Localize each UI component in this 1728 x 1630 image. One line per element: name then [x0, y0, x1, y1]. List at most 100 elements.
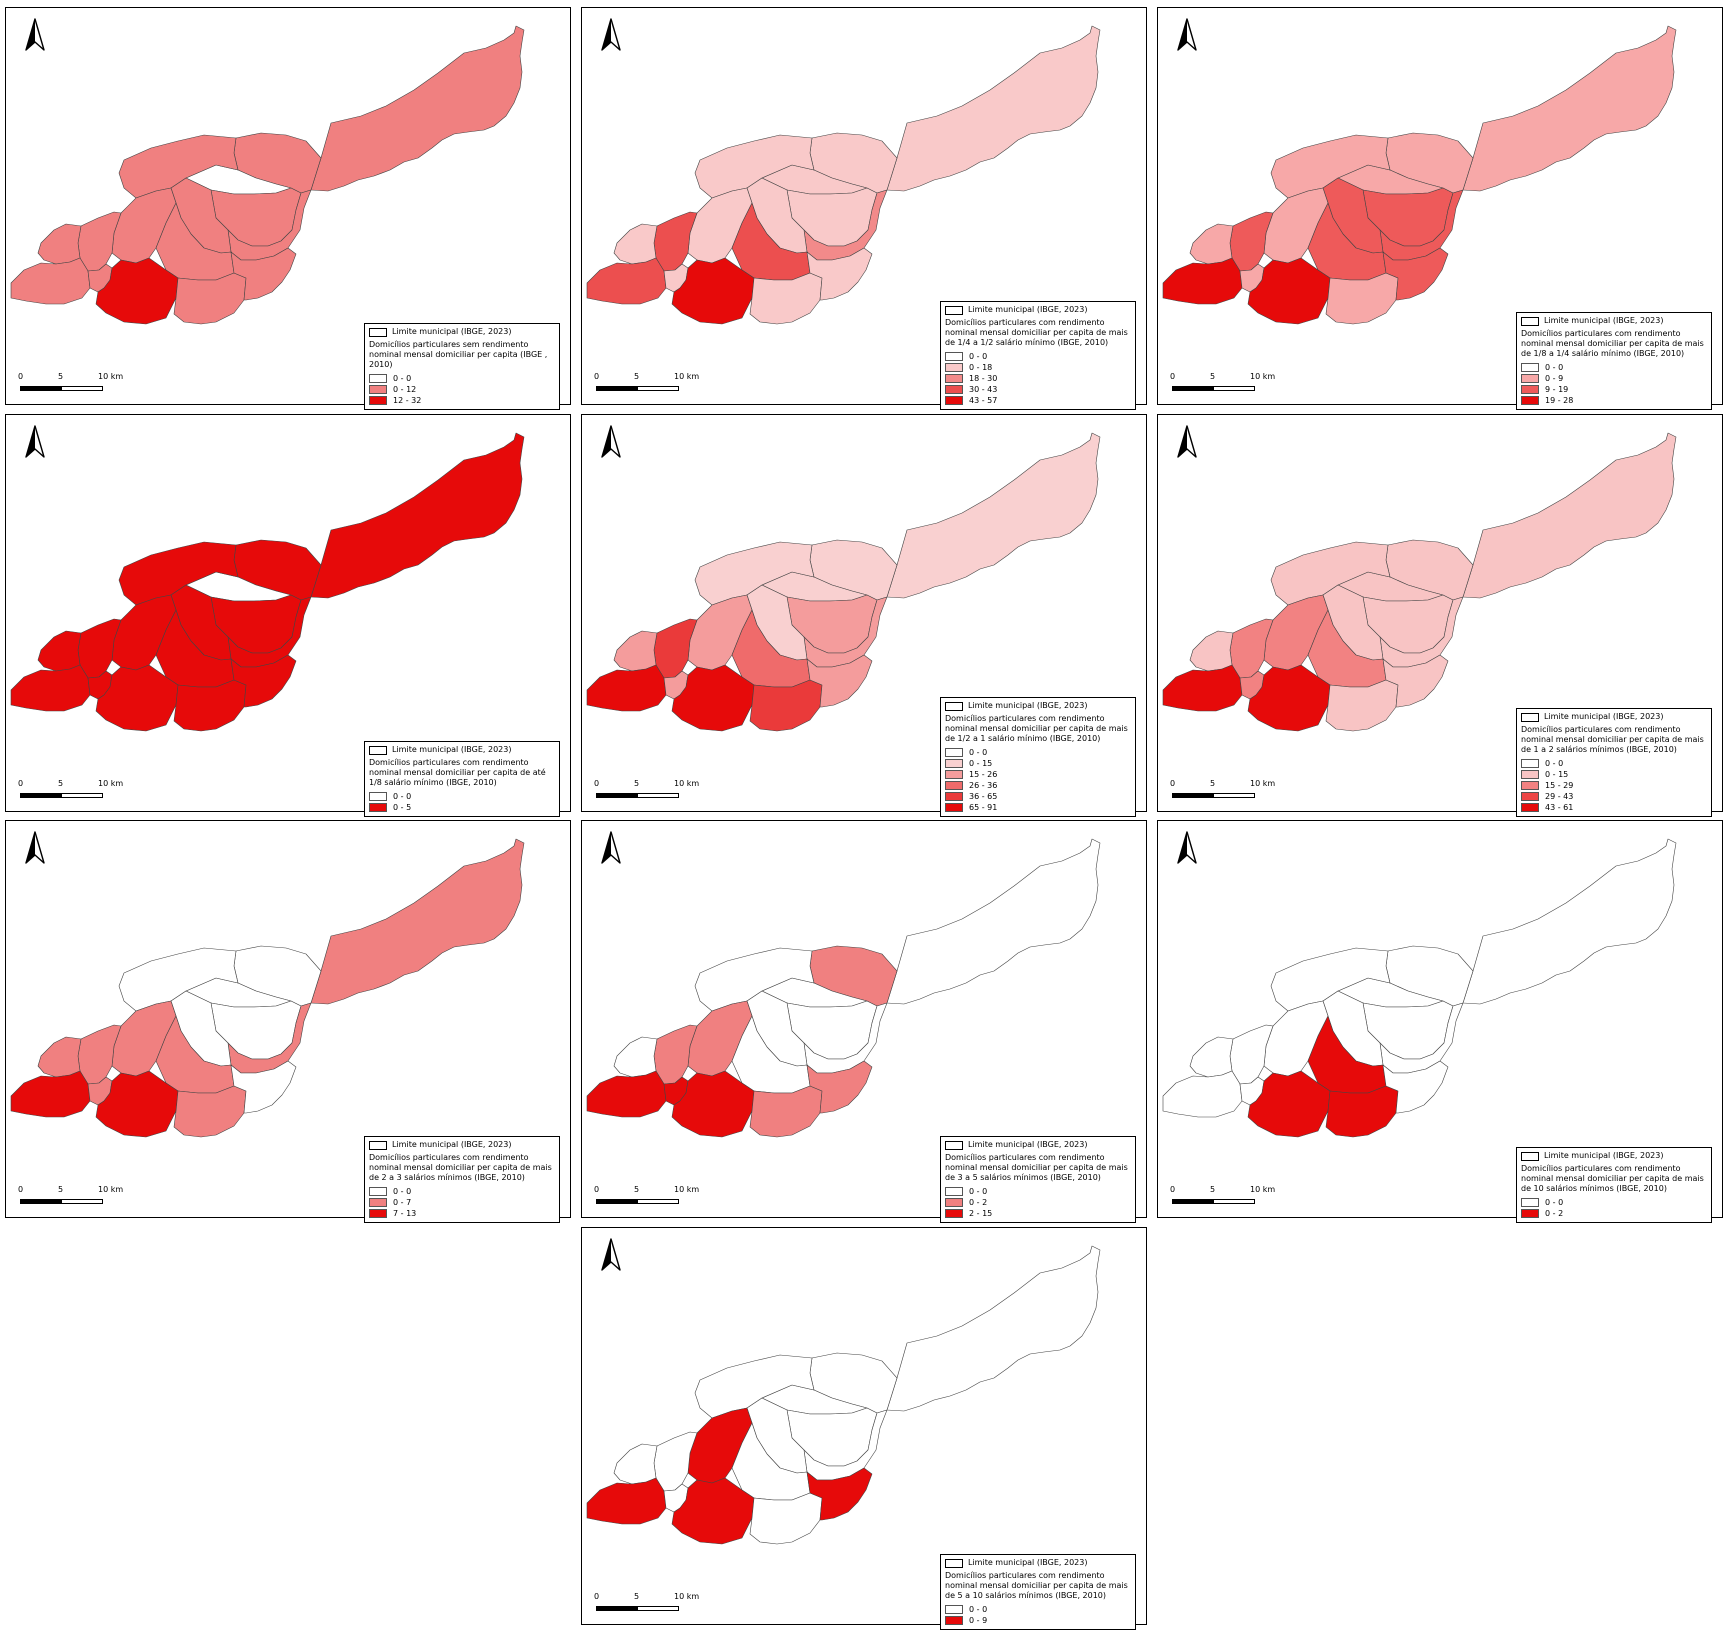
- legend-class-swatch: [945, 803, 963, 812]
- legend-title: Domicílios particulares com rendimento n…: [1521, 1164, 1704, 1193]
- legend-class: 18 - 30: [945, 373, 1130, 384]
- scale-segment-black: [1172, 386, 1214, 391]
- choropleth-map: [1162, 432, 1677, 732]
- choropleth-map: [10, 838, 525, 1138]
- municipality-region: [1162, 664, 1243, 712]
- legend-class: 15 - 26: [945, 769, 1130, 780]
- legend-boundary-label: Limite municipal (IBGE, 2023): [392, 745, 512, 754]
- legend-title: Domicílios particulares com rendimento n…: [945, 1571, 1128, 1600]
- choropleth-map: [10, 25, 525, 325]
- legend-class-swatch: [369, 374, 387, 383]
- legend-class-swatch: [1521, 385, 1539, 394]
- map-legend: Limite municipal (IBGE, 2023) Domicílios …: [364, 323, 560, 410]
- legend-boundary-entry: Limite municipal (IBGE, 2023): [1521, 712, 1706, 722]
- map-legend: Limite municipal (IBGE, 2023) Domicílios …: [940, 1136, 1136, 1223]
- scale-label-0: 0: [594, 1592, 600, 1601]
- map-panel: Limite municipal (IBGE, 2023) Domicílios …: [1157, 414, 1723, 817]
- legend-class-label: 0 - 9: [969, 1615, 988, 1625]
- municipality-region: [586, 257, 667, 305]
- choropleth-map: [586, 432, 1101, 732]
- municipality-region: [806, 247, 873, 301]
- municipality-region: [173, 679, 247, 732]
- scale-segment-white: [637, 1199, 679, 1204]
- scale-segment-white: [61, 1199, 103, 1204]
- municipality-region: [671, 1070, 755, 1138]
- scale-label-5: 5: [1210, 779, 1216, 788]
- legend-class-label: 0 - 2: [1545, 1208, 1564, 1218]
- scale-segment-white: [1213, 386, 1255, 391]
- scale-segment-white: [61, 793, 103, 798]
- legend-class-swatch: [945, 396, 963, 405]
- legend-class-swatch: [369, 792, 387, 801]
- scale-label-10: 10 km: [674, 779, 700, 788]
- legend-title: Domicílios particulares com rendimento n…: [1521, 725, 1704, 754]
- municipality-region: [1162, 257, 1243, 305]
- legend-class-label: 0 - 0: [1545, 362, 1564, 372]
- municipality-region: [1270, 947, 1391, 1012]
- scale-label-10: 10 km: [674, 1592, 700, 1601]
- scale-label-0: 0: [18, 779, 24, 788]
- legend-class: 0 - 7: [369, 1197, 554, 1208]
- north-arrow-icon: [601, 425, 621, 458]
- scale-segment-white: [1213, 1199, 1255, 1204]
- scale-label-10: 10 km: [1250, 779, 1276, 788]
- north-arrow-icon: [25, 18, 45, 51]
- scale-bar: 0 5 10 km: [594, 372, 704, 402]
- municipality-region: [230, 247, 297, 301]
- scale-label-10: 10 km: [98, 372, 124, 381]
- scale-segment-black: [1172, 793, 1214, 798]
- municipality-region: [886, 432, 1101, 599]
- municipality-region: [886, 1245, 1101, 1412]
- map-legend: Limite municipal (IBGE, 2023) Domicílios …: [940, 1554, 1136, 1630]
- municipality-region: [749, 1492, 823, 1545]
- legend-class-swatch: [1521, 396, 1539, 405]
- legend-class-label: 19 - 28: [1545, 395, 1574, 405]
- municipality-region: [10, 1070, 91, 1118]
- municipality-region: [613, 1036, 658, 1078]
- legend-boundary-label: Limite municipal (IBGE, 2023): [968, 305, 1088, 314]
- map-panel: Limite municipal (IBGE, 2023) Domicílios …: [1157, 820, 1723, 1223]
- legend-class-label: 0 - 0: [393, 791, 412, 801]
- legend-class: 0 - 15: [1521, 769, 1706, 780]
- north-arrow-icon: [25, 425, 45, 458]
- legend-boundary-entry: Limite municipal (IBGE, 2023): [945, 305, 1130, 315]
- legend-class: 0 - 0: [369, 791, 554, 802]
- legend-class-swatch: [369, 1198, 387, 1207]
- legend-boundary-label: Limite municipal (IBGE, 2023): [392, 327, 512, 336]
- choropleth-map: [1162, 25, 1677, 325]
- scale-segment-black: [596, 1606, 638, 1611]
- scale-label-10: 10 km: [98, 779, 124, 788]
- legend-boundary-swatch: [1521, 316, 1539, 326]
- legend-class: 12 - 32: [369, 395, 554, 406]
- legend-class: 0 - 0: [945, 351, 1130, 362]
- legend-boundary-entry: Limite municipal (IBGE, 2023): [1521, 1151, 1706, 1161]
- legend-class-swatch: [945, 1187, 963, 1196]
- legend-class-swatch: [945, 770, 963, 779]
- legend-class: 9 - 19: [1521, 384, 1706, 395]
- municipality-region: [1162, 1070, 1243, 1118]
- choropleth-map: [1162, 838, 1677, 1138]
- legend-boundary-label: Limite municipal (IBGE, 2023): [1544, 712, 1664, 721]
- legend-class-swatch: [945, 1616, 963, 1625]
- legend-class: 26 - 36: [945, 780, 1130, 791]
- legend-class: 0 - 0: [369, 373, 554, 384]
- municipality-region: [806, 654, 873, 708]
- legend-class-swatch: [369, 1187, 387, 1196]
- scale-segment-white: [1213, 793, 1255, 798]
- municipality-region: [310, 25, 525, 192]
- scale-segment-white: [637, 1606, 679, 1611]
- legend-class: 15 - 29: [1521, 780, 1706, 791]
- legend-class-swatch: [1521, 803, 1539, 812]
- scale-label-10: 10 km: [674, 372, 700, 381]
- legend-boundary-swatch: [369, 327, 387, 337]
- municipality-region: [1462, 25, 1677, 192]
- municipality-region: [1189, 223, 1234, 265]
- municipality-region: [886, 838, 1101, 1005]
- scale-label-0: 0: [18, 372, 24, 381]
- legend-boundary-entry: Limite municipal (IBGE, 2023): [369, 327, 554, 337]
- municipality-region: [749, 679, 823, 732]
- legend-boundary-swatch: [1521, 1151, 1539, 1161]
- north-arrow-icon: [1177, 18, 1197, 51]
- scale-label-0: 0: [1170, 779, 1176, 788]
- scale-label-10: 10 km: [1250, 1185, 1276, 1194]
